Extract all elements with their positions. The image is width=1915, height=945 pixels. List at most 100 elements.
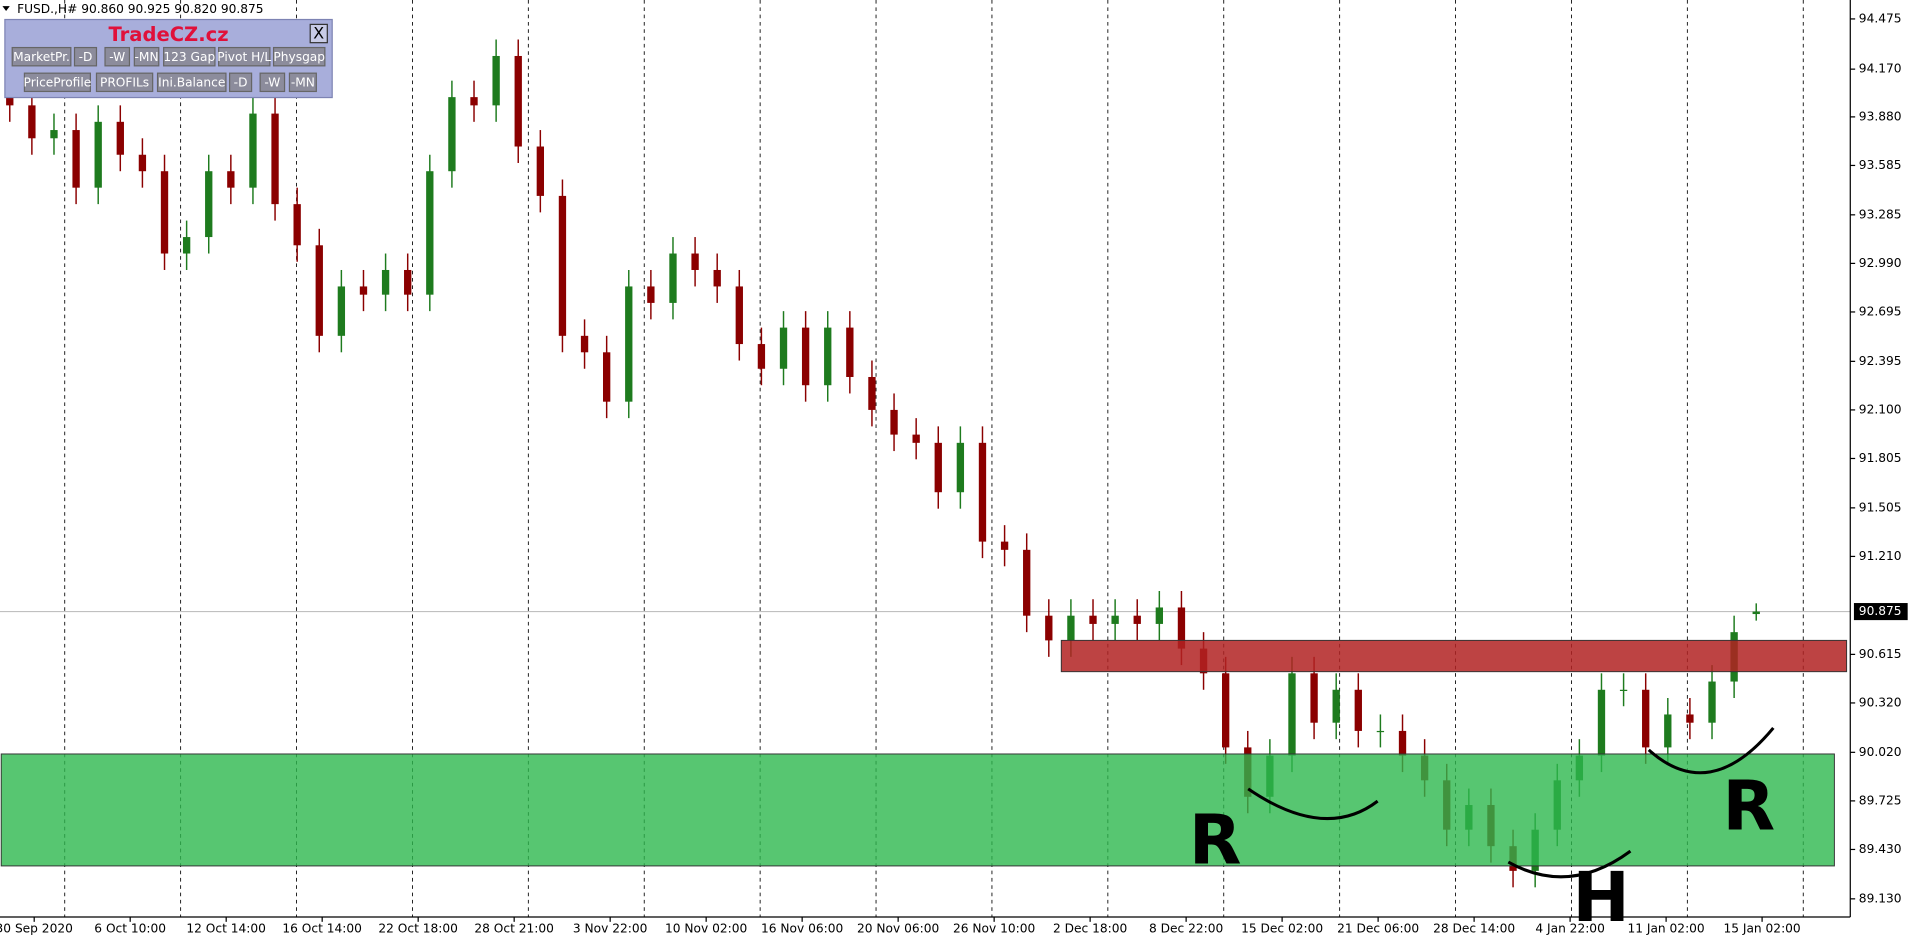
candle-body: [625, 286, 633, 402]
panel-button-label[interactable]: -D: [79, 50, 93, 64]
tool-panel: TradeCZ.cz X MarketPr. -D -W -MN 123 Gap Pivo…: [4, 18, 333, 99]
candle-body: [1067, 615, 1075, 641]
panel-button-label[interactable]: -W: [109, 50, 125, 64]
y-tick-label: 92.695: [1859, 304, 1902, 318]
close-button-label[interactable]: X: [313, 24, 324, 43]
y-tick-label: 93.585: [1859, 158, 1902, 172]
x-tick-label: 6 Oct 10:00: [94, 922, 166, 936]
candle-body: [735, 286, 743, 345]
panel-button[interactable]: [95, 72, 154, 93]
candle-body: [337, 286, 346, 336]
candle-body: [404, 269, 412, 295]
candle-body: [912, 434, 920, 443]
panel-button-label[interactable]: Pivot H/L: [217, 50, 271, 64]
y-tick-label: 91.805: [1859, 451, 1902, 465]
candle-body: [1664, 714, 1672, 748]
candle-body: [580, 335, 589, 353]
candle-body: [713, 269, 721, 287]
x-tick-label: 15 Dec 02:00: [1241, 922, 1323, 936]
candle-body: [116, 121, 124, 155]
candle-body: [293, 204, 301, 246]
candle-body: [1752, 611, 1760, 615]
candle-body: [514, 55, 522, 147]
candle-body: [1597, 689, 1606, 756]
candle-body: [271, 113, 279, 205]
candle-body: [934, 442, 942, 493]
panel-button[interactable]: [73, 46, 98, 67]
panel-button[interactable]: [228, 72, 253, 93]
x-tick-label: 12 Oct 14:00: [186, 922, 266, 936]
y-tick-label: 89.430: [1859, 842, 1902, 856]
candle-body: [72, 130, 80, 188]
candle-body: [1310, 673, 1318, 723]
panel-button-label[interactable]: 123 Gap: [163, 50, 215, 64]
panel-button-label[interactable]: PriceProfile: [24, 75, 92, 89]
panel-button-label[interactable]: -MN: [135, 50, 159, 64]
candle-body: [492, 55, 500, 106]
candle-body: [1332, 689, 1340, 723]
candle-body: [1376, 730, 1385, 733]
x-tick-label: 26 Nov 10:00: [953, 922, 1035, 936]
candle-body: [1619, 689, 1628, 691]
candle-body: [669, 253, 677, 303]
panel-button-label[interactable]: -D: [234, 75, 248, 89]
x-tick-label: 2 Dec 18:00: [1053, 922, 1127, 936]
candle-body: [868, 376, 876, 410]
candle-body: [1221, 673, 1230, 748]
candle-body: [138, 154, 147, 172]
panel-button[interactable]: [218, 46, 271, 67]
panel-button[interactable]: [133, 46, 160, 67]
close-button[interactable]: [309, 23, 328, 44]
candle-body: [978, 442, 987, 542]
candle-body: [846, 327, 854, 377]
x-tick-label: 16 Oct 14:00: [282, 922, 362, 936]
y-tick-label: 92.395: [1859, 354, 1902, 368]
x-tick-label: 10 Nov 02:00: [665, 922, 747, 936]
candle-body: [1686, 714, 1694, 723]
x-tick-label: 3 Nov 22:00: [573, 922, 647, 936]
candle-body: [359, 286, 368, 295]
candle-body: [1045, 615, 1053, 641]
x-tick-label: 21 Dec 06:00: [1337, 922, 1419, 936]
symbol-header: FUSD.,H# 90.860 90.925 90.820 90.875: [17, 2, 263, 16]
candle-body: [824, 327, 832, 386]
panel-button-label[interactable]: MarketPr.: [13, 50, 70, 64]
panel-button[interactable]: [163, 46, 216, 67]
panel-button-label[interactable]: Physgap: [273, 50, 325, 64]
candle-body: [426, 171, 434, 295]
panel-button[interactable]: [272, 46, 326, 67]
candle-body: [1155, 607, 1164, 624]
candle-body: [956, 442, 965, 493]
candle-body: [536, 146, 545, 196]
candle-body: [602, 352, 611, 402]
x-tick-label: 4 Jan 22:00: [1535, 922, 1604, 936]
candle-body: [558, 195, 567, 336]
candle-body: [691, 253, 699, 270]
x-tick-label: 16 Nov 06:00: [761, 922, 843, 936]
candle-body: [94, 121, 102, 188]
panel-button[interactable]: [11, 46, 72, 67]
candle-body: [470, 97, 478, 106]
panel-button-label[interactable]: Ini.Balance: [158, 75, 225, 89]
y-tick-label: 89.130: [1859, 891, 1902, 905]
y-tick-label: 94.475: [1859, 11, 1902, 25]
candle-body: [757, 344, 766, 369]
candle-body: [1023, 549, 1031, 616]
panel-button[interactable]: [156, 72, 227, 93]
panel-button[interactable]: [288, 72, 317, 93]
y-tick-label: 93.285: [1859, 207, 1902, 221]
panel-button[interactable]: [23, 72, 91, 93]
panel-button[interactable]: [104, 46, 131, 67]
x-tick-label: 15 Jan 02:00: [1723, 922, 1800, 936]
candle-body: [1642, 689, 1650, 748]
panel-button-label[interactable]: PROFILs: [100, 75, 149, 89]
shoulder-arc: [1647, 726, 1775, 775]
candle-body: [28, 105, 36, 139]
panel-button-label[interactable]: -MN: [291, 75, 315, 89]
panel-title: TradeCZ.cz: [108, 23, 228, 46]
candle-body: [1708, 681, 1716, 723]
panel-button[interactable]: [259, 72, 286, 93]
annotation: H: [1573, 859, 1630, 938]
price-zone: [0, 753, 1835, 867]
panel-button-label[interactable]: -W: [264, 75, 280, 89]
